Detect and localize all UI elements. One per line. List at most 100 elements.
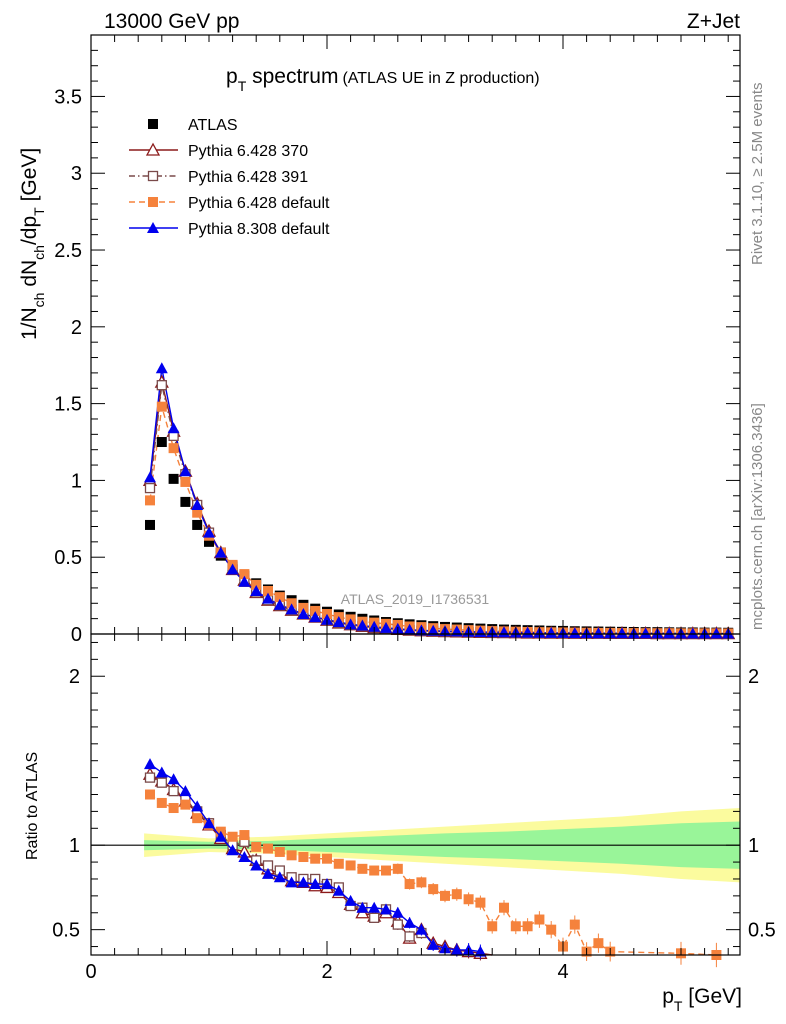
chart-title-rest: spectrum xyxy=(246,65,338,88)
ratio-point-pythia-8-308-default xyxy=(191,800,204,812)
main-point-pythia-8-308-default xyxy=(427,624,440,636)
ratio-point-pythia-6-428-391 xyxy=(404,931,415,942)
ratio-point-pythia-6-428-391 xyxy=(156,777,167,788)
legend-label: Pythia 6.428 default xyxy=(188,195,330,212)
chart-title: pT spectrum (ATLAS UE in Z production) xyxy=(226,65,540,94)
ratio-point-pythia-8-308-default xyxy=(415,923,428,935)
ratio-point-pythia-6-428-default xyxy=(392,863,403,874)
main-y-tick-label: 3.5 xyxy=(54,86,82,108)
main-point-pythia-8-308-default xyxy=(321,613,333,625)
main-point-pythia-8-308-default xyxy=(144,471,156,483)
ratio-point-pythia-8-308-default xyxy=(273,871,286,883)
ratio-point-pythia-6-428-default xyxy=(274,846,285,857)
ratio-point-pythia-6-428-default xyxy=(192,813,203,824)
main-y-axis-label: 1/Nch dNch/dpT [GeV] xyxy=(18,148,47,340)
legend-label: Pythia 8.308 default xyxy=(188,221,330,238)
ratio-point-pythia-6-428-default xyxy=(180,799,191,810)
y-label-sub: ch xyxy=(31,293,47,308)
ratio-point-pythia-8-308-default xyxy=(321,878,333,890)
x-axis-label: pT [GeV] xyxy=(662,985,742,1014)
ratio-point-pythia-6-428-default xyxy=(369,865,380,876)
ratio-y-tick-label-right: 1 xyxy=(748,835,759,857)
ratio-point-pythia-8-308-default xyxy=(309,878,322,890)
main-point-pythia-6-428-default xyxy=(145,495,155,506)
ratio-point-pythia-6-428-default xyxy=(522,921,533,932)
ratio-y-tick-label-right: 0.5 xyxy=(748,920,776,942)
legend-marker xyxy=(147,170,159,182)
ratio-point-pythia-6-428-default xyxy=(499,902,509,913)
y-label-part: dN xyxy=(18,260,41,293)
header-left: 13000 GeV pp xyxy=(104,10,239,33)
ratio-point-pythia-8-308-default xyxy=(214,830,227,842)
main-y-tick-label: 2 xyxy=(71,317,82,339)
ratio-point-pythia-6-428-default xyxy=(487,921,498,932)
main-point-pythia-8-308-default xyxy=(356,619,369,631)
ratio-point-pythia-6-428-default xyxy=(345,860,356,871)
ratio-point-pythia-6-428-default xyxy=(475,897,486,908)
main-point-pythia-8-308-default xyxy=(309,611,322,623)
ratio-point-pythia-8-308-default xyxy=(203,817,215,829)
ratio-point-pythia-8-308-default xyxy=(238,851,251,863)
main-y-tick-label: 1 xyxy=(71,470,82,492)
legend-entry-pythia-6-428-391: Pythia 6.428 391 xyxy=(129,169,308,186)
x-label-sub: T xyxy=(674,998,683,1014)
main-y-tick-label: 3 xyxy=(71,163,82,185)
legend-entry-atlas: ATLAS xyxy=(148,117,238,134)
ratio-line-pythia-6-428-370 xyxy=(149,773,493,956)
ratio-point-pythia-8-308-default xyxy=(356,901,369,913)
ratio-point-pythia-6-428-default xyxy=(168,803,179,814)
ratio-point-pythia-6-428-default xyxy=(404,879,415,890)
rivet-label: Rivet 3.1.10, ≥ 2.5M events xyxy=(749,83,766,266)
main-point-pythia-8-308-default xyxy=(639,627,652,639)
main-point-pythia-8-308-default xyxy=(380,621,392,633)
ratio-point-pythia-6-428-default xyxy=(298,852,309,863)
ratio-panel: 0.5 0.5 1 1 2 2 0 2 4 Ratio to ATLAS pT [GeV] xyxy=(24,633,776,1014)
main-point-pythia-8-308-default xyxy=(592,627,605,639)
main-point-atlas xyxy=(145,519,155,530)
main-point-pythia-8-308-default xyxy=(214,546,227,558)
legend-marker xyxy=(148,197,158,207)
ratio-point-pythia-6-428-391 xyxy=(392,919,403,930)
ratio-point-pythia-8-308-default xyxy=(262,867,274,879)
main-point-pythia-8-308-default xyxy=(203,526,215,538)
ratio-point-pythia-6-428-391 xyxy=(144,772,156,783)
main-point-pythia-8-308-default xyxy=(155,362,168,374)
main-point-atlas xyxy=(156,437,167,448)
main-point-pythia-6-428-default xyxy=(274,592,285,603)
ratio-point-pythia-6-428-default xyxy=(416,877,427,888)
main-point-pythia-8-308-default xyxy=(344,618,357,630)
main-point-atlas xyxy=(180,496,191,507)
main-point-atlas xyxy=(192,519,203,530)
legend-label: ATLAS xyxy=(188,117,238,134)
main-point-pythia-8-308-default xyxy=(191,498,204,510)
main-point-pythia-8-308-default xyxy=(167,422,180,434)
ratio-point-pythia-6-428-default xyxy=(156,797,167,808)
ratio-point-pythia-8-308-default xyxy=(403,916,416,928)
ratio-point-pythia-8-308-default xyxy=(391,906,404,918)
legend: ATLAS Pythia 6.428 370 Pythia 6.428 391 Pyt… xyxy=(129,117,330,238)
ratio-point-pythia-8-308-default xyxy=(297,876,310,888)
legend-marker xyxy=(145,142,161,156)
chart-title-small: (ATLAS UE in Z production) xyxy=(342,70,539,87)
ratio-point-pythia-8-308-default xyxy=(368,901,381,913)
ratio-point-pythia-6-428-default xyxy=(333,858,344,869)
main-point-pythia-8-308-default xyxy=(568,627,581,639)
main-point-pythia-8-308-default xyxy=(368,620,381,632)
ratio-point-pythia-6-428-391 xyxy=(369,912,380,923)
ratio-point-pythia-8-308-default xyxy=(427,938,440,950)
legend-label: Pythia 6.428 391 xyxy=(188,169,308,186)
ratio-x-tick-label: 4 xyxy=(557,961,568,983)
main-point-pythia-6-428-default xyxy=(180,476,191,487)
ratio-point-pythia-8-308-default xyxy=(179,785,192,797)
ratio-point-pythia-6-428-default xyxy=(510,921,521,932)
main-point-pythia-8-308-default xyxy=(332,616,345,628)
main-y-tick-label: 2.5 xyxy=(54,240,82,262)
ratio-y-tick-label-left: 2 xyxy=(69,666,80,688)
main-point-pythia-6-428-default xyxy=(168,443,179,454)
main-point-pythia-8-308-default xyxy=(262,592,274,604)
main-point-pythia-8-308-default xyxy=(297,608,310,620)
y-label-part: 1/N xyxy=(18,307,41,340)
main-point-pythia-6-428-default xyxy=(251,579,262,590)
ratio-y-axis-label: Ratio to ATLAS xyxy=(24,752,41,860)
header-right: Z+Jet xyxy=(687,10,740,33)
